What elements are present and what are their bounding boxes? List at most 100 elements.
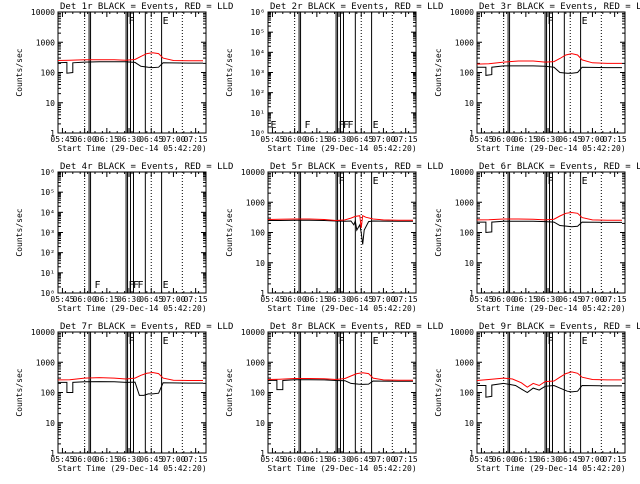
panel-2: Det 2r BLACK = Events, RED = LLD 10⁰ 10¹ 10… [225, 2, 443, 153]
x-tick-label: 06:45 [139, 455, 163, 464]
events-series-line [58, 61, 203, 74]
x-tick-label: 07:15 [184, 295, 208, 304]
y-tick-label: 10³ [41, 229, 55, 238]
panel-9: Det 9r BLACK = Events, RED = LLD 1 10 100 10… [434, 322, 640, 473]
x-tick-label: 06:45 [349, 295, 373, 304]
panel-title: Det 4r BLACK = Events, RED = LLD [60, 162, 233, 172]
x-tick-label: 06:00 [492, 295, 516, 304]
flag-letter: E [373, 176, 379, 187]
y-tick-label: 1000 [455, 198, 474, 207]
panel-title: Det 5r BLACK = Events, RED = LLD [270, 162, 443, 172]
flag-letter: F [129, 280, 135, 291]
x-tick-label: 05:45 [50, 455, 74, 464]
x-axis-label: Start Time (29-Dec-14 05:42:20) [476, 144, 625, 153]
y-tick-label: 10² [251, 89, 265, 98]
y-tick-label: 10⁵ [251, 28, 265, 37]
y-tick-label: 100 [41, 389, 56, 398]
x-tick-label: 07:15 [394, 135, 418, 144]
x-tick-label: 06:00 [73, 135, 97, 144]
panel-7: Det 7r BLACK = Events, RED = LLD 1 10 100 10… [15, 322, 233, 473]
flag-letter: E [270, 120, 276, 131]
y-tick-label: 10000 [31, 328, 55, 337]
y-tick-label: 10⁴ [251, 48, 265, 57]
y-tick-label: 1000 [36, 38, 55, 47]
x-tick-label: 06:15 [514, 295, 538, 304]
panel-title: Det 3r BLACK = Events, RED = LLD [479, 2, 640, 12]
x-tick-label: 07:00 [371, 455, 395, 464]
x-tick-label: 07:00 [371, 135, 395, 144]
x-axis-label: Start Time (29-Dec-14 05:42:20) [57, 464, 206, 473]
x-tick-label: 06:15 [514, 135, 538, 144]
x-tick-label: 07:00 [161, 135, 185, 144]
y-tick-label: 10000 [450, 8, 474, 17]
plot-frame [267, 171, 417, 294]
y-tick-label: 1 [469, 129, 474, 138]
x-tick-label: 06:30 [536, 295, 560, 304]
y-tick-label: 10000 [241, 328, 265, 337]
y-tick-label: 1000 [36, 358, 55, 367]
events-series-line [268, 219, 413, 245]
flag-letter: E [163, 280, 169, 291]
x-tick-label: 07:15 [394, 295, 418, 304]
x-axis-label: Start Time (29-Dec-14 05:42:20) [476, 304, 625, 313]
x-tick-label: 06:00 [73, 295, 97, 304]
panel-4: Det 4r BLACK = Events, RED = LLD 10⁰ 10¹ 10… [15, 162, 233, 313]
flag-letter: E [582, 16, 588, 27]
x-tick-label: 07:15 [603, 135, 627, 144]
flag-letter: E [163, 336, 169, 347]
panel-title: Det 8r BLACK = Events, RED = LLD [270, 322, 443, 332]
x-tick-label: 06:15 [95, 295, 119, 304]
panel-8: Det 8r BLACK = Events, RED = LLD 1 10 100 10… [225, 322, 443, 473]
x-axis-label: Start Time (29-Dec-14 05:42:20) [267, 464, 416, 473]
lld-series-line [477, 211, 622, 221]
panel-title: Det 9r BLACK = Events, RED = LLD [479, 322, 640, 332]
x-tick-label: 06:00 [283, 455, 307, 464]
y-tick-label: 100 [460, 389, 475, 398]
flag-letter: E [373, 120, 379, 131]
y-tick-label: 10000 [450, 328, 474, 337]
lld-series-line [477, 53, 622, 65]
y-tick-label: 1 [469, 449, 474, 458]
y-tick-label: 10⁰ [251, 129, 265, 138]
x-tick-label: 06:30 [536, 135, 560, 144]
flag-letter: F [305, 120, 311, 131]
y-tick-label: 100 [460, 69, 475, 78]
y-tick-label: 10⁶ [251, 8, 265, 17]
events-series-line [268, 379, 413, 391]
panel-1: Det 1r BLACK = Events, RED = LLD 1 10 100 10… [15, 2, 233, 153]
x-tick-label: 06:00 [73, 455, 97, 464]
y-axis-label: Counts/sec [225, 48, 234, 96]
y-tick-label: 1 [469, 289, 474, 298]
y-tick-label: 10⁶ [41, 168, 55, 177]
y-axis-label: Counts/sec [434, 368, 443, 416]
plot-frame [57, 171, 207, 294]
x-tick-label: 06:30 [117, 135, 141, 144]
lld-series-line [477, 371, 622, 388]
plot-frame [476, 171, 626, 294]
flag-letter: F [339, 120, 345, 131]
y-tick-label: 10 [255, 259, 265, 268]
lld-series-line [58, 371, 203, 381]
x-tick-label: 07:00 [580, 295, 604, 304]
flag-letter: F [339, 176, 345, 187]
x-axis-label: Start Time (29-Dec-14 05:42:20) [57, 144, 206, 153]
x-tick-label: 05:45 [260, 295, 284, 304]
flag-letter: F [548, 176, 554, 187]
x-tick-label: 06:00 [283, 295, 307, 304]
y-tick-label: 10 [255, 419, 265, 428]
x-tick-label: 06:45 [349, 455, 373, 464]
x-tick-label: 06:30 [327, 455, 351, 464]
x-tick-label: 06:45 [139, 135, 163, 144]
flag-letter: F [129, 16, 135, 27]
y-tick-label: 10¹ [251, 109, 265, 118]
y-tick-label: 1000 [455, 38, 474, 47]
y-tick-label: 1 [260, 289, 265, 298]
flag-letter: F [548, 16, 554, 27]
x-tick-label: 05:45 [469, 295, 493, 304]
x-tick-label: 05:45 [50, 295, 74, 304]
y-tick-label: 10 [464, 99, 474, 108]
plot-frame [267, 331, 417, 454]
y-tick-label: 10¹ [41, 269, 55, 278]
x-axis-label: Start Time (29-Dec-14 05:42:20) [476, 464, 625, 473]
